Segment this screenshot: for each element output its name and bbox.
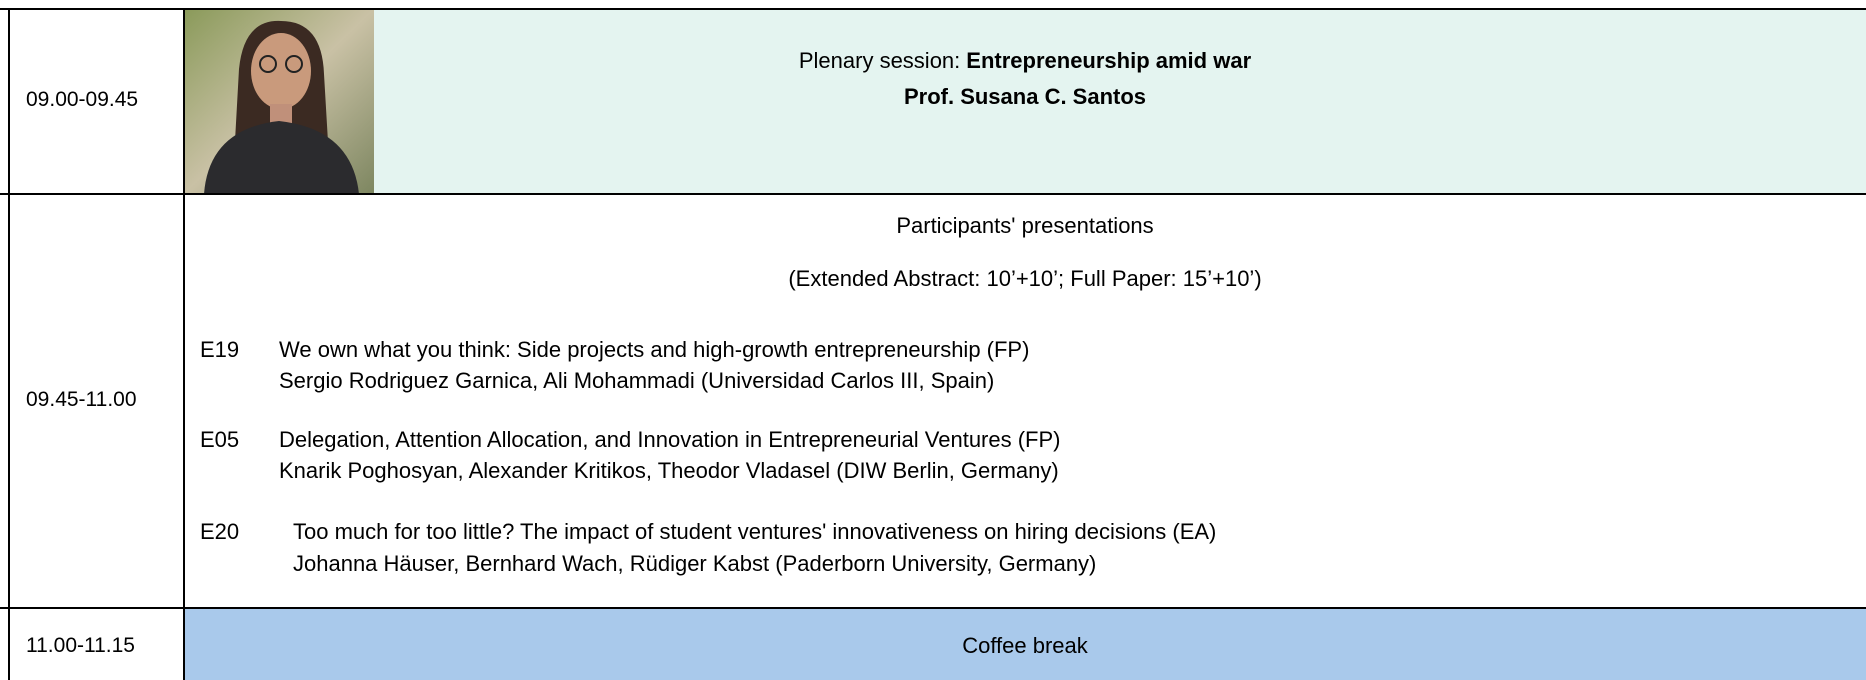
break-bg xyxy=(184,608,1866,680)
time: 11.00-11.15 xyxy=(26,634,135,657)
border xyxy=(183,8,185,680)
paper-title: Too much for too little? The impact of s… xyxy=(293,519,1217,544)
time: 09.45-11.00 xyxy=(26,388,137,411)
speaker: Prof. Susana C. Santos xyxy=(903,84,1147,109)
session: Plenary session: Entrepreneurship amid wa… xyxy=(184,48,1866,74)
paper-code: E19 xyxy=(200,337,240,362)
paper-authors: Johanna Häuser, Bernhard Wach, Rüdiger K… xyxy=(293,551,1097,576)
border xyxy=(8,8,10,680)
paper-authors: Knarik Poghosyan, Alexander Kritikos, Th… xyxy=(279,458,1059,483)
border xyxy=(0,193,1866,195)
heading: Participants' presentations xyxy=(896,213,1154,238)
speaker-photo xyxy=(184,9,374,194)
note: (Extended Abstract: 10’+10’; Full Paper:… xyxy=(788,266,1262,291)
border xyxy=(0,8,1866,10)
paper-title: Delegation, Attention Allocation, and In… xyxy=(279,427,1061,452)
paper-authors: Sergio Rodriguez Garnica, Ali Mohammadi … xyxy=(279,368,995,393)
break-label: Coffee break xyxy=(962,633,1088,658)
paper-title: We own what you think: Side projects and… xyxy=(279,337,1030,362)
border xyxy=(0,607,1866,609)
paper-code: E20 xyxy=(200,519,240,544)
session-prefix: Plenary session: xyxy=(798,48,961,73)
paper-code: E05 xyxy=(200,427,240,452)
session-title: Entrepreneurship amid war xyxy=(966,48,1252,73)
plenary-bg xyxy=(184,8,1866,194)
time: 09.00-09.45 xyxy=(26,88,139,111)
